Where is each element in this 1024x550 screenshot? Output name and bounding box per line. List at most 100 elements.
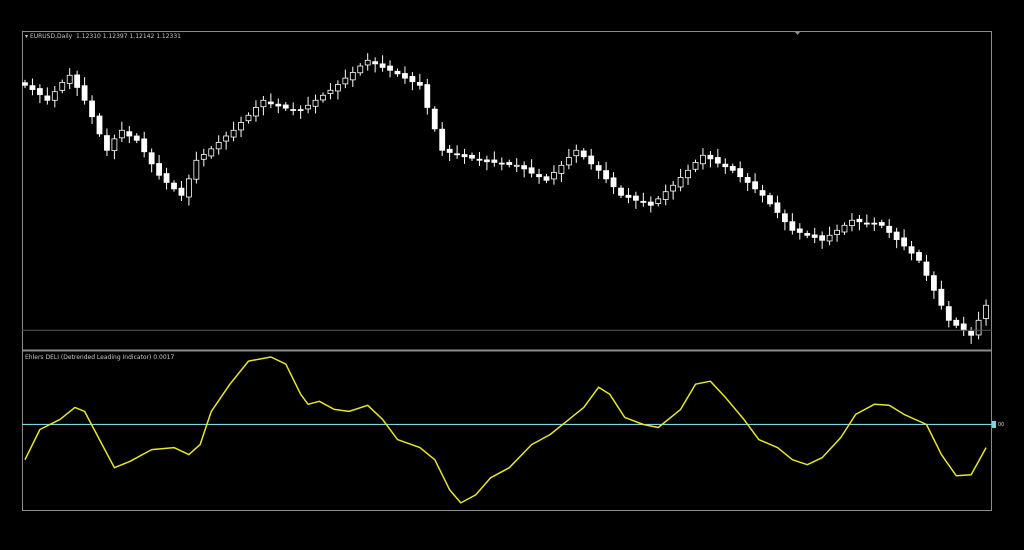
candle — [424, 84, 431, 108]
candle — [744, 176, 751, 183]
candle — [960, 323, 967, 331]
candle — [22, 82, 28, 86]
symbol-label: EURUSD,Daily — [29, 33, 73, 40]
candle — [580, 150, 587, 158]
candle — [595, 165, 602, 171]
candle — [707, 154, 714, 160]
candle — [59, 82, 66, 91]
candle — [193, 159, 200, 180]
candle — [334, 84, 341, 92]
candle — [856, 218, 863, 223]
candle — [633, 195, 639, 201]
header-info: ▾ EURUSD,Daily 1.12310 1.12397 1.12142 1… — [25, 33, 181, 40]
candle — [37, 88, 43, 95]
candle — [312, 99, 319, 107]
candle — [729, 165, 736, 171]
candle — [327, 89, 334, 94]
candle — [774, 202, 781, 213]
candle — [238, 122, 244, 131]
candle — [215, 142, 222, 150]
collapse-triangle-icon[interactable]: ▾ — [25, 33, 29, 40]
candle — [51, 91, 58, 101]
candle — [185, 178, 192, 198]
candle — [834, 229, 840, 236]
candle — [908, 246, 915, 254]
candle — [133, 135, 140, 141]
candle — [573, 149, 580, 157]
candle — [789, 221, 796, 231]
candle — [141, 138, 148, 153]
candle — [387, 65, 393, 71]
candle — [320, 94, 326, 101]
candle — [968, 330, 975, 336]
candle — [66, 74, 73, 84]
candle — [938, 288, 945, 306]
candle — [647, 201, 654, 206]
zero-level-label: 00 — [998, 422, 1005, 428]
candle — [148, 152, 155, 165]
candle — [953, 319, 960, 326]
candle — [163, 173, 170, 183]
candle — [692, 162, 699, 170]
candle — [849, 219, 855, 227]
candle — [819, 235, 826, 241]
candle — [670, 184, 677, 192]
candle — [655, 198, 662, 204]
candle — [260, 99, 267, 108]
candle — [402, 73, 408, 79]
candle — [81, 85, 88, 101]
candle — [737, 168, 744, 178]
candle — [677, 177, 684, 188]
candle — [618, 187, 624, 196]
deli-line — [24, 356, 987, 504]
candle — [461, 154, 468, 158]
candle — [521, 165, 528, 170]
candle — [826, 234, 833, 242]
candle — [804, 233, 811, 236]
candle — [528, 167, 535, 174]
candle — [625, 194, 632, 198]
candle — [700, 154, 706, 165]
candle — [945, 306, 952, 321]
candle — [558, 164, 565, 174]
candle — [364, 59, 371, 66]
candle — [96, 115, 103, 135]
candle — [305, 104, 312, 110]
candle — [871, 222, 878, 225]
zero-level-marker — [992, 420, 996, 428]
candle — [171, 182, 177, 190]
candle — [282, 104, 289, 109]
candle — [267, 101, 274, 105]
candle — [931, 275, 937, 291]
chart-shift-marker-icon[interactable] — [795, 32, 800, 35]
candle — [543, 176, 550, 181]
candle — [439, 128, 446, 151]
candle — [342, 77, 349, 85]
candle — [483, 159, 490, 163]
candle — [536, 174, 542, 178]
candle — [983, 304, 989, 319]
candle — [513, 164, 520, 167]
candle — [469, 154, 475, 159]
candle — [603, 170, 609, 180]
candle — [379, 63, 386, 68]
candle — [863, 222, 870, 225]
candle — [476, 158, 483, 161]
candle — [178, 187, 185, 196]
candle — [565, 157, 572, 166]
candle — [491, 159, 498, 163]
candle — [200, 154, 207, 160]
candle — [752, 181, 758, 190]
candle — [796, 228, 803, 233]
candle — [893, 231, 900, 240]
candle — [104, 135, 110, 151]
candle — [290, 109, 297, 111]
candle — [916, 252, 922, 261]
candle — [208, 148, 215, 157]
candle — [722, 163, 729, 168]
candle — [349, 72, 356, 81]
candle — [156, 163, 163, 176]
candle — [878, 222, 885, 226]
candle — [29, 85, 36, 90]
